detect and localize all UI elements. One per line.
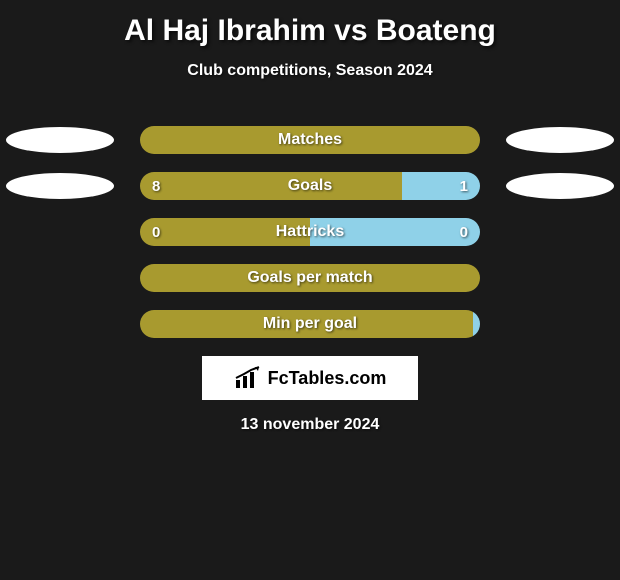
stat-bar: Hattricks0 0	[140, 218, 480, 246]
stat-row: Goals per match	[0, 264, 620, 292]
stat-value-left: 0	[152, 218, 160, 246]
comparison-chart: Al Haj Ibrahim vs Boateng Club competiti…	[0, 0, 620, 444]
date: 13 november 2024	[241, 416, 380, 434]
stat-bar: Matches	[140, 126, 480, 154]
stat-rows: Matches Goals8 1 Hattricks0 0 Goals per match…	[0, 126, 620, 338]
side-ellipse	[6, 127, 114, 153]
stat-value-left: 8	[152, 172, 160, 200]
title: Al Haj Ibrahim vs Boateng	[124, 14, 496, 48]
stat-row: Min per goal	[0, 310, 620, 338]
logo-box: FcTables.com	[202, 356, 418, 400]
logo-text: FcTables.com	[268, 368, 387, 389]
stat-label: Min per goal	[140, 310, 480, 338]
side-ellipse	[506, 127, 614, 153]
side-ellipse	[6, 173, 114, 199]
stat-value-right: 1	[460, 172, 468, 200]
stat-label: Matches	[140, 126, 480, 154]
stat-label: Goals	[140, 172, 480, 200]
stat-row: Matches	[0, 126, 620, 154]
stat-bar: Goals8 1	[140, 172, 480, 200]
stat-label: Hattricks	[140, 218, 480, 246]
subtitle: Club competitions, Season 2024	[187, 62, 432, 80]
stat-bar: Min per goal	[140, 310, 480, 338]
stat-label: Goals per match	[140, 264, 480, 292]
stat-value-right: 0	[460, 218, 468, 246]
chart-icon	[234, 366, 262, 390]
side-ellipse	[506, 173, 614, 199]
stat-row: Goals8 1	[0, 172, 620, 200]
stat-row: Hattricks0 0	[0, 218, 620, 246]
stat-bar: Goals per match	[140, 264, 480, 292]
